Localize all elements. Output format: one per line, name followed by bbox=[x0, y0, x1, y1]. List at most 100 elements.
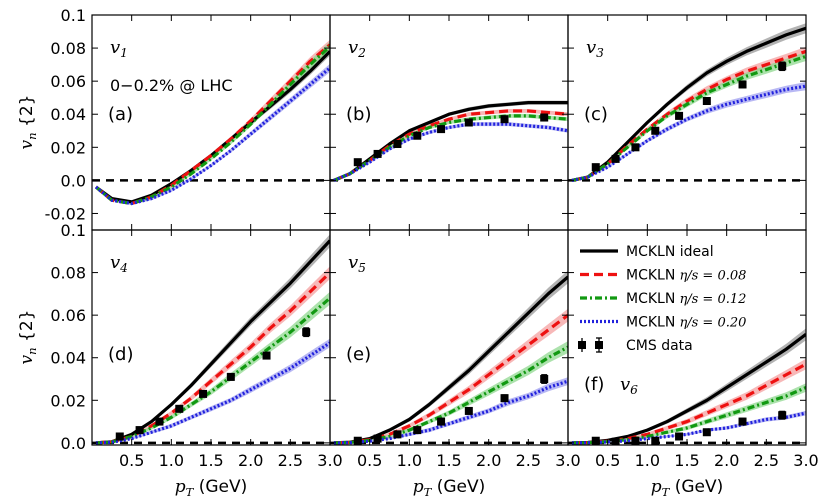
x-tick-label: 2.0 bbox=[714, 451, 739, 470]
cms-data-point bbox=[500, 394, 509, 403]
legend-label: CMS data bbox=[626, 338, 693, 354]
uncertainty-band bbox=[333, 122, 568, 181]
cms-data-point bbox=[738, 80, 747, 89]
series-line bbox=[571, 54, 806, 182]
x-tick-label: 1.0 bbox=[397, 451, 422, 470]
cms-data-point bbox=[302, 328, 311, 337]
cms-data-point bbox=[702, 97, 711, 105]
x-tick-label: 2.0 bbox=[476, 451, 501, 470]
x-tick-label: 2.5 bbox=[278, 451, 303, 470]
harmonic-label-sub: 3 bbox=[596, 46, 604, 60]
y-axis-label-base: v bbox=[17, 139, 37, 149]
cms-data-point bbox=[464, 118, 473, 127]
x-axis-label-tail: (GeV) bbox=[193, 477, 247, 497]
series-line bbox=[95, 341, 330, 445]
panel-v3-plot-area bbox=[568, 23, 806, 182]
legend-label-text: MCKLN bbox=[626, 291, 675, 307]
legend-label-text: MCKLN bbox=[626, 268, 675, 284]
x-axis-label-base: p bbox=[651, 477, 662, 497]
panel-letter-v4: (d) bbox=[108, 344, 133, 365]
x-axis-label-base: p bbox=[413, 477, 424, 497]
x-axis-label-tail: (GeV) bbox=[669, 477, 723, 497]
x-tick-label: 1.5 bbox=[436, 451, 461, 470]
cms-data-point bbox=[373, 149, 382, 158]
y-tick-label: 0.08 bbox=[50, 39, 86, 58]
cms-data-point bbox=[631, 143, 640, 152]
y-axis-label: vn {2} bbox=[17, 95, 39, 150]
harmonic-label-base: v bbox=[348, 37, 358, 58]
x-tick-label: 0.5 bbox=[595, 451, 620, 470]
x-axis-label: pT (GeV) bbox=[175, 477, 248, 498]
cms-data-point bbox=[778, 62, 787, 71]
series-line bbox=[333, 379, 568, 445]
x-axis-label-sub: T bbox=[186, 485, 195, 498]
harmonic-label-sub: 5 bbox=[358, 261, 366, 275]
harmonic-label-v5: v5 bbox=[348, 252, 366, 275]
series-line bbox=[94, 66, 330, 206]
y-tick-label: 0.02 bbox=[50, 138, 86, 157]
harmonic-label-v6: v6 bbox=[620, 374, 638, 397]
legend-label: MCKLN η/s = 0.08 bbox=[626, 268, 746, 284]
x-tick-label: 3.0 bbox=[793, 451, 818, 470]
y-tick-label: 0.04 bbox=[50, 349, 86, 368]
x-tick-label: 3.0 bbox=[555, 451, 580, 470]
x-tick-label: 2.0 bbox=[238, 451, 263, 470]
cms-data-point bbox=[611, 154, 620, 163]
x-axis-label-tail: (GeV) bbox=[431, 477, 485, 497]
cms-data-point bbox=[702, 428, 711, 437]
x-axis-label: pT (GeV) bbox=[413, 477, 486, 498]
harmonic-label-base: v bbox=[110, 37, 120, 58]
cms-data-point bbox=[611, 437, 620, 445]
cms-data-point bbox=[353, 436, 362, 445]
legend-label: MCKLN η/s = 0.20 bbox=[626, 315, 746, 331]
y-axis-label-tail: {2} bbox=[17, 310, 37, 348]
harmonic-label-v4: v4 bbox=[110, 252, 128, 275]
legend-label-text: MCKLN ideal bbox=[626, 244, 714, 260]
cms-data-point bbox=[651, 436, 660, 445]
cms-data-point bbox=[175, 404, 184, 413]
cms-data-point bbox=[778, 411, 787, 420]
y-tick-label: 0.0 bbox=[61, 434, 86, 453]
harmonic-label-base: v bbox=[348, 252, 358, 273]
cms-data-point bbox=[135, 426, 144, 435]
y-axis-label-sub: n bbox=[25, 132, 39, 139]
cms-data-point bbox=[155, 417, 164, 426]
panel-letter-v3: (c) bbox=[584, 104, 608, 125]
x-axis-label-base: p bbox=[175, 477, 186, 497]
cms-data-point bbox=[226, 372, 235, 381]
x-tick-label: 1.5 bbox=[674, 451, 699, 470]
centrality-label: 0−0.2% @ LHC bbox=[110, 76, 233, 95]
harmonic-label-v1: v1 bbox=[110, 37, 128, 60]
legend-cms-marker bbox=[578, 341, 586, 349]
legend-cms-marker bbox=[595, 341, 603, 349]
x-axis-label-sub: T bbox=[662, 485, 671, 498]
series-line bbox=[333, 122, 568, 182]
uncertainty-band bbox=[95, 234, 330, 443]
y-tick-label: 0.1 bbox=[61, 6, 86, 25]
x-tick-label: 2.5 bbox=[516, 451, 541, 470]
cms-data-point bbox=[675, 432, 684, 441]
legend-label-math: η/s = 0.20 bbox=[675, 316, 746, 331]
cms-data-point bbox=[393, 140, 402, 148]
x-axis-label-sub: T bbox=[424, 485, 433, 498]
cms-data-point bbox=[591, 436, 600, 445]
harmonic-label-sub: 2 bbox=[357, 46, 366, 60]
legend-label: MCKLN ideal bbox=[626, 244, 714, 260]
uncertainty-band bbox=[571, 81, 806, 181]
y-tick-label: 0.1 bbox=[61, 221, 86, 240]
harmonic-label-sub: 4 bbox=[119, 261, 128, 275]
series-line bbox=[333, 109, 568, 182]
cms-data-point bbox=[500, 115, 509, 124]
x-tick-label: 2.5 bbox=[754, 451, 779, 470]
cms-data-point bbox=[540, 375, 549, 384]
series-line bbox=[95, 239, 330, 445]
cms-data-point bbox=[591, 163, 600, 172]
x-axis-label: pT (GeV) bbox=[651, 477, 724, 498]
panel-v1-plot-area bbox=[92, 39, 330, 206]
y-tick-label: 0.06 bbox=[50, 306, 86, 325]
x-tick-label: 1.0 bbox=[159, 451, 184, 470]
cms-data-point bbox=[373, 434, 382, 443]
x-tick-label: 1.5 bbox=[198, 451, 223, 470]
panel-letter-v6: (f) bbox=[584, 374, 604, 395]
